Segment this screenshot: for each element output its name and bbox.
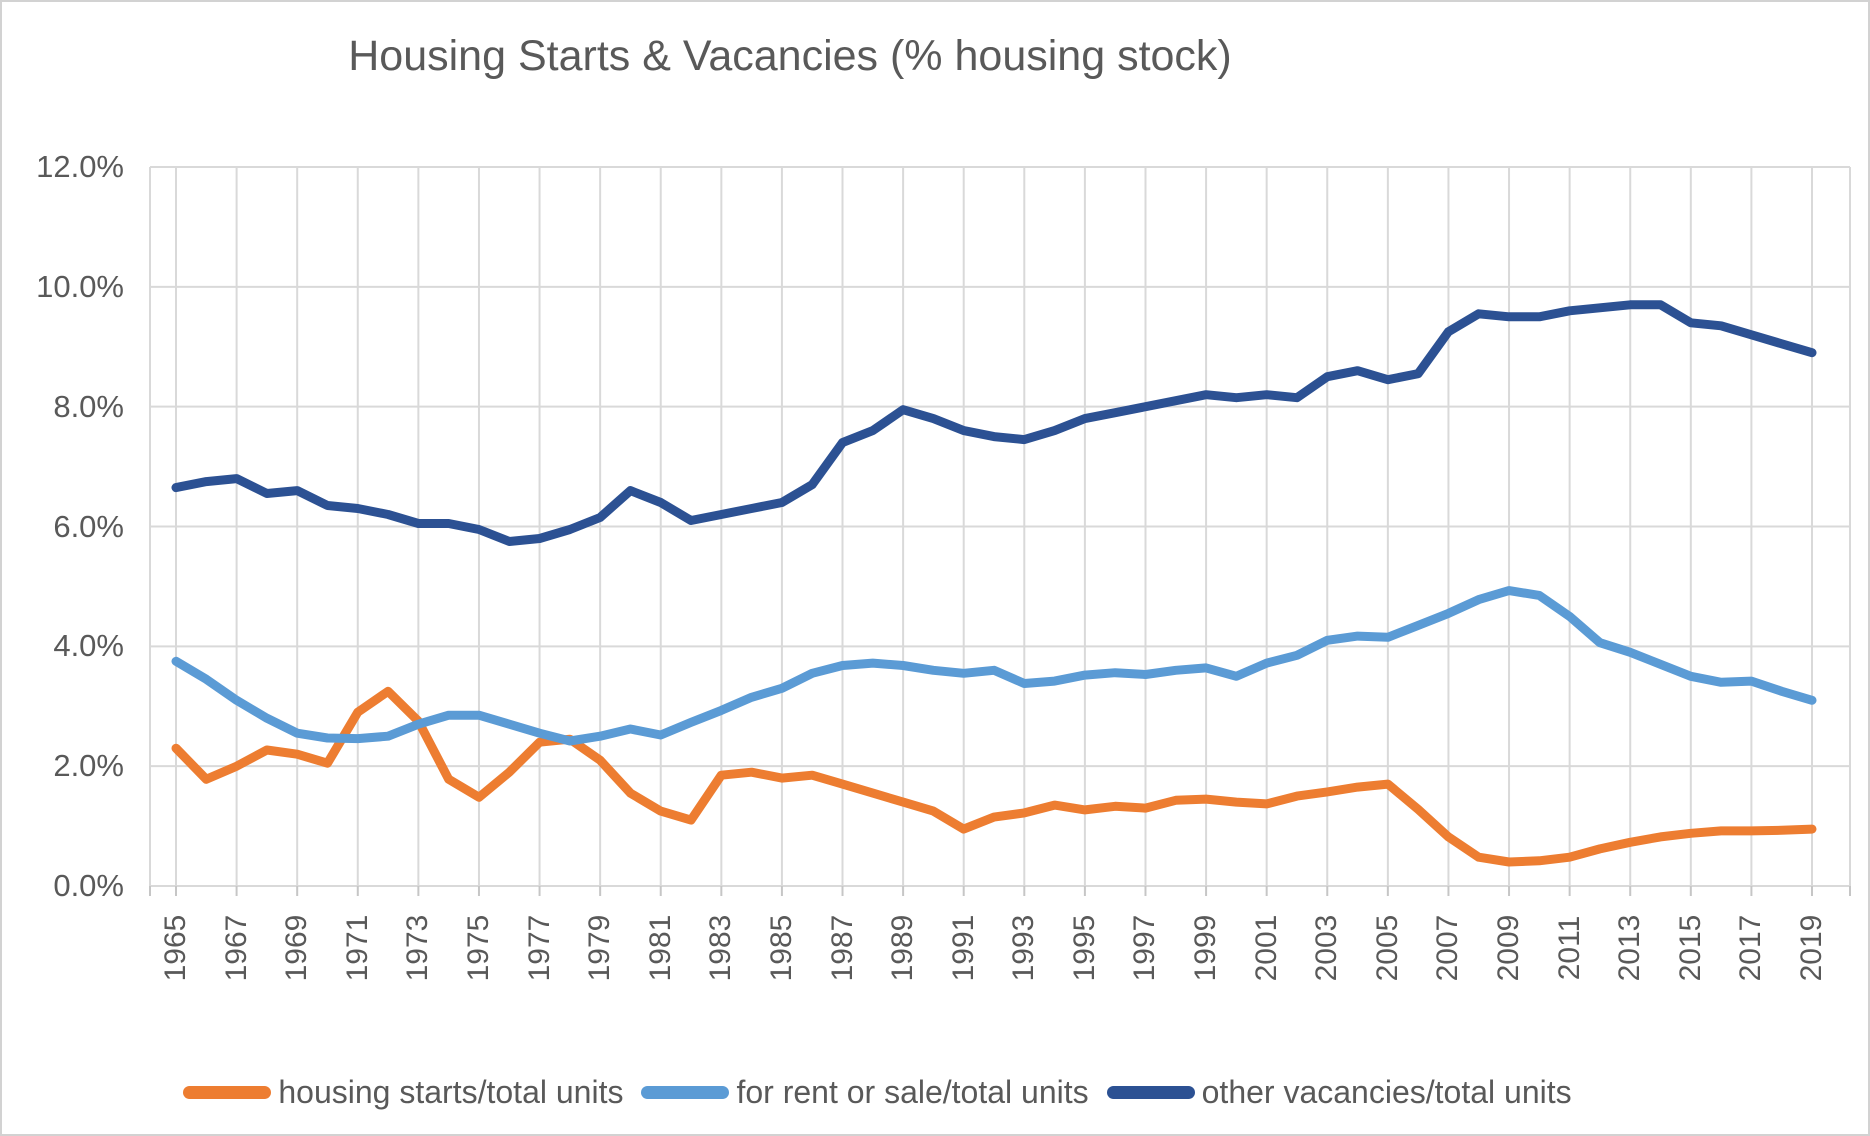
x-axis-label: 2001: [1249, 914, 1283, 982]
y-axis-label: 10.0%: [36, 268, 124, 304]
x-axis-label: 1965: [159, 914, 192, 982]
x-axis-label: 1995: [1067, 914, 1101, 982]
legend-item: housing starts/total units: [183, 1074, 623, 1111]
x-axis-label: 1999: [1189, 914, 1223, 982]
y-axis-label: 4.0%: [53, 628, 124, 664]
x-axis-label: 2009: [1492, 914, 1526, 982]
x-axis-label: 1967: [219, 914, 253, 982]
legend-item: for rent or sale/total units: [641, 1073, 1089, 1111]
x-axis-label: 1993: [1007, 914, 1041, 982]
x-axis-label: 1979: [583, 914, 617, 982]
legend-line-swatch-icon: [641, 1085, 730, 1099]
series-line-other-vacancies: [171, 300, 1817, 546]
x-axis-label: 1977: [522, 914, 556, 982]
y-axis-label: 2.0%: [53, 748, 124, 784]
y-axis-label: 0.0%: [53, 868, 124, 903]
legend-label: for rent or sale/total units: [736, 1073, 1089, 1110]
x-axis-label: 1969: [280, 914, 314, 982]
series-line-for-rent-or-sale: [171, 586, 1817, 746]
x-axis-label: 2007: [1431, 914, 1465, 982]
legend-item: other vacancies/total units: [1106, 1073, 1572, 1111]
legend: housing starts/total units for rent or sa…: [0, 1062, 1755, 1122]
x-axis-label: 2003: [1310, 914, 1344, 982]
series-line-housing-starts: [171, 686, 1817, 867]
x-axis-label: 1981: [643, 914, 677, 982]
x-axis-label: 2011: [1552, 915, 1586, 981]
legend-label: other vacancies/total units: [1201, 1073, 1572, 1110]
x-axis-label: 2017: [1734, 914, 1768, 982]
legend-label: housing starts/total units: [278, 1073, 624, 1110]
legend-line-swatch-icon: [1106, 1085, 1195, 1099]
x-axis-label: 2005: [1370, 914, 1404, 982]
x-axis-label: 2019: [1795, 914, 1828, 982]
x-axis-label: 1989: [886, 914, 920, 982]
x-axis-label: 1975: [461, 914, 495, 982]
x-axis-label: 2013: [1613, 914, 1647, 982]
y-axis-label: 12.0%: [36, 149, 124, 184]
x-axis-label: 1991: [946, 914, 980, 982]
y-axis-label: 8.0%: [53, 388, 124, 424]
x-axis-label: 1985: [764, 914, 798, 982]
x-axis-label: 1973: [401, 914, 435, 982]
chart-title: Housing Starts & Vacancies (% housing st…: [348, 32, 1232, 80]
legend-line-swatch-icon: [183, 1085, 272, 1099]
x-axis-label: 1971: [340, 914, 374, 982]
x-axis-label: 2015: [1673, 914, 1707, 982]
x-axis-label: 1983: [704, 914, 738, 982]
x-axis-label: 1987: [825, 914, 859, 982]
x-axis-label: 1997: [1128, 914, 1162, 982]
y-axis-label: 6.0%: [53, 508, 124, 544]
